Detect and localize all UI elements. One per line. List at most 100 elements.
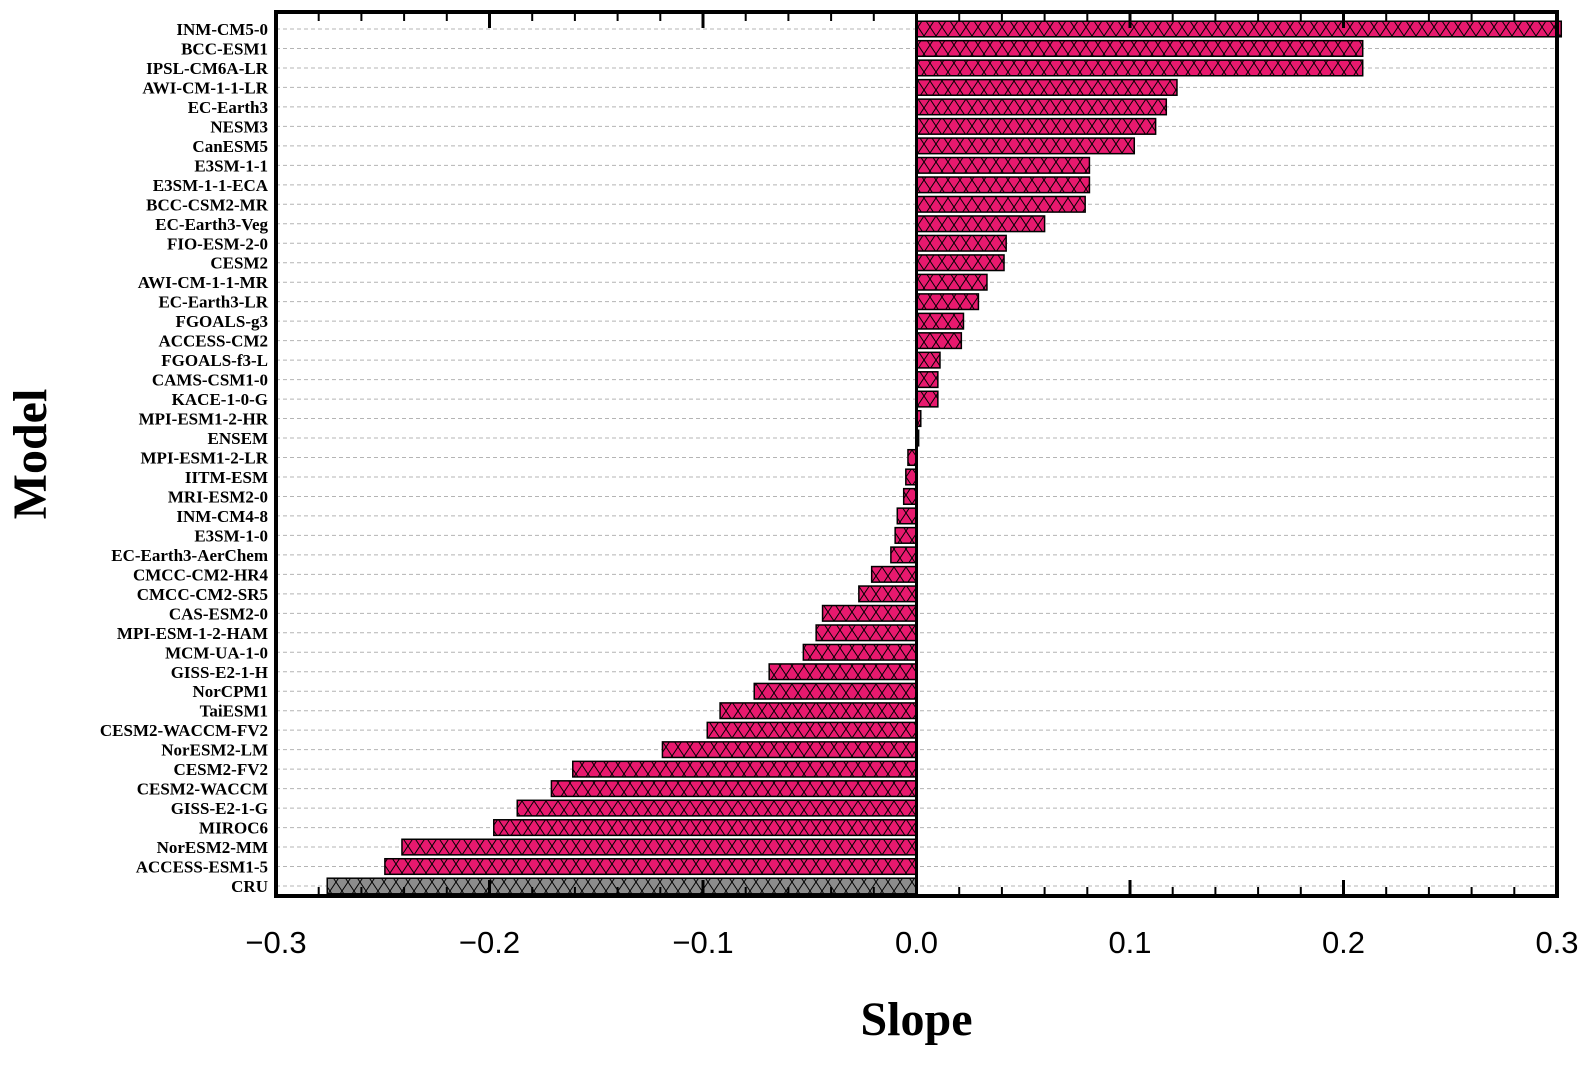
y-tick-label: IITM-ESM — [185, 468, 268, 487]
y-tick-label: CAMS-CSM1-0 — [152, 371, 268, 390]
y-tick-label: CMCC-CM2-SR5 — [137, 585, 268, 604]
y-tick-label: ENSEM — [208, 429, 268, 448]
y-tick-label: MCM-UA-1-0 — [165, 643, 268, 662]
y-tick-label: GISS-E2-1-H — [171, 663, 268, 682]
y-tick-label: FGOALS-f3-L — [161, 351, 268, 370]
bar — [870, 565, 918, 583]
bar — [915, 195, 1086, 213]
bar — [815, 624, 918, 642]
y-tick-label: CMCC-CM2-HR4 — [133, 565, 269, 584]
bar — [915, 39, 1364, 58]
bar — [915, 351, 941, 369]
y-tick-label: INM-CM4-8 — [176, 507, 268, 526]
x-tick-label: −0.2 — [459, 925, 520, 960]
bar — [915, 20, 1563, 38]
bar — [401, 838, 918, 856]
bar — [768, 663, 918, 681]
y-tick-label: ACCESS-ESM1-5 — [136, 858, 268, 877]
x-tick-label: −0.3 — [245, 925, 306, 960]
bar — [915, 137, 1136, 155]
y-axis-title: Model — [4, 389, 57, 520]
y-tick-label: EC-Earth3 — [188, 98, 268, 117]
bar — [915, 117, 1157, 135]
y-tick-label: NorCPM1 — [192, 682, 268, 701]
y-tick-label: CAS-ESM2-0 — [169, 604, 268, 623]
y-tick-label: BCC-CSM2-MR — [146, 195, 269, 214]
x-ticks — [274, 12, 1559, 896]
bar — [915, 254, 1005, 272]
bar — [915, 98, 1168, 116]
y-tick-labels: INM-CM5-0BCC-ESM1IPSL-CM6A-LRAWI-CM-1-1-… — [100, 20, 269, 896]
bar — [915, 215, 1046, 233]
bar — [915, 371, 939, 389]
bar — [493, 819, 918, 837]
y-tick-label: MRI-ESM2-0 — [168, 487, 268, 506]
x-tick-labels: −0.3 −0.2 −0.1 0.0 0.1 0.2 0.3 — [245, 925, 1578, 960]
x-tick-label: 0.0 — [895, 925, 938, 960]
bar — [858, 585, 918, 603]
bar — [572, 760, 918, 778]
bar — [902, 487, 918, 505]
bar — [896, 507, 918, 525]
bar — [516, 799, 918, 817]
y-tick-label: EC-Earth3-LR — [158, 293, 268, 312]
y-tick-label: NorESM2-LM — [161, 741, 268, 760]
x-tick-label: −0.1 — [672, 925, 733, 960]
y-tick-label: NESM3 — [210, 117, 268, 136]
x-tick-label: 0.3 — [1535, 925, 1578, 960]
bar — [905, 468, 918, 486]
bar — [550, 780, 918, 798]
y-tick-label: FIO-ESM-2-0 — [167, 234, 268, 253]
y-tick-label: BCC-ESM1 — [181, 39, 268, 58]
y-tick-label: MPI-ESM1-2-HR — [139, 410, 269, 429]
bar — [915, 390, 939, 408]
y-tick-label: MIROC6 — [199, 819, 268, 838]
y-tick-label: E3SM-1-1 — [194, 156, 268, 175]
bar — [915, 176, 1091, 194]
x-tick-label: 0.1 — [1108, 925, 1151, 960]
y-tick-label: AWI-CM-1-1-LR — [142, 78, 268, 97]
bar — [915, 78, 1178, 96]
bar — [706, 721, 918, 739]
bar — [326, 877, 918, 895]
bar — [821, 604, 918, 622]
bar — [915, 273, 988, 291]
y-tick-label: EC-Earth3-Veg — [155, 215, 268, 234]
y-tick-label: MPI-ESM-1-2-HAM — [117, 624, 268, 643]
bar — [915, 312, 965, 330]
y-tick-label: GISS-E2-1-G — [171, 799, 268, 818]
y-tick-label: FGOALS-g3 — [175, 312, 268, 331]
y-tick-label: E3SM-1-1-ECA — [153, 176, 269, 195]
y-tick-label: CESM2 — [210, 254, 268, 273]
y-tick-label: NorESM2-MM — [157, 838, 268, 857]
y-tick-label: MPI-ESM1-2-LR — [141, 449, 269, 468]
y-tick-label: CESM2-FV2 — [174, 760, 268, 779]
bar — [915, 332, 963, 350]
y-tick-label: CESM2-WACCM-FV2 — [100, 721, 268, 740]
bar — [915, 59, 1364, 77]
bar — [802, 643, 918, 661]
bar — [661, 741, 918, 759]
bar — [719, 702, 918, 720]
bar — [384, 857, 918, 876]
y-tick-label: INM-CM5-0 — [176, 20, 268, 39]
bar — [915, 293, 980, 311]
y-tick-label: CESM2-WACCM — [137, 780, 268, 799]
y-tick-label: ACCESS-CM2 — [158, 332, 268, 351]
x-axis-title: Slope — [860, 993, 972, 1046]
y-tick-label: CanESM5 — [192, 137, 268, 156]
y-tick-label: KACE-1-0-G — [172, 390, 268, 409]
bar — [753, 682, 918, 700]
y-tick-label: IPSL-CM6A-LR — [146, 59, 269, 78]
y-tick-label: EC-Earth3-AerChem — [111, 546, 268, 565]
y-tick-label: E3SM-1-0 — [194, 526, 268, 545]
bar — [915, 234, 1007, 252]
bar — [915, 156, 1091, 174]
y-tick-label: TaiESM1 — [200, 702, 268, 721]
bar — [894, 526, 918, 544]
bar — [890, 546, 918, 564]
y-tick-label: AWI-CM-1-1-MR — [138, 273, 269, 292]
x-tick-label: 0.2 — [1322, 925, 1365, 960]
